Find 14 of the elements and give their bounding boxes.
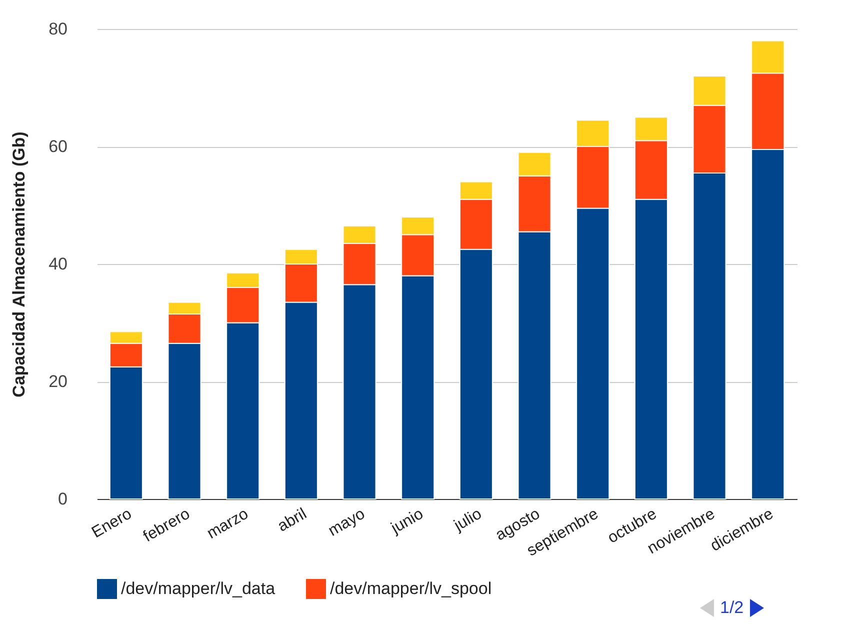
y-tick-label: 0 xyxy=(58,490,68,508)
y-tick-label: 60 xyxy=(48,137,68,156)
x-tick-label: junio xyxy=(388,505,426,538)
legend-label: /dev/mapper/lv_spool xyxy=(330,579,492,598)
y-axis-title: Capacidad Almacenamiento (Gb) xyxy=(10,132,29,398)
y-tick-label: 40 xyxy=(48,254,68,274)
x-tick-label: mayo xyxy=(326,505,368,540)
x-tick-label: julio xyxy=(450,505,485,535)
y-tick-label: 80 xyxy=(48,20,68,38)
text: 1/2 xyxy=(720,598,744,618)
x-tick-label: abril xyxy=(274,506,310,536)
legend-label: /dev/mapper/lv_data xyxy=(121,579,276,598)
y-tick-label: 20 xyxy=(48,372,68,391)
x-tick-label: Enero xyxy=(89,505,135,542)
